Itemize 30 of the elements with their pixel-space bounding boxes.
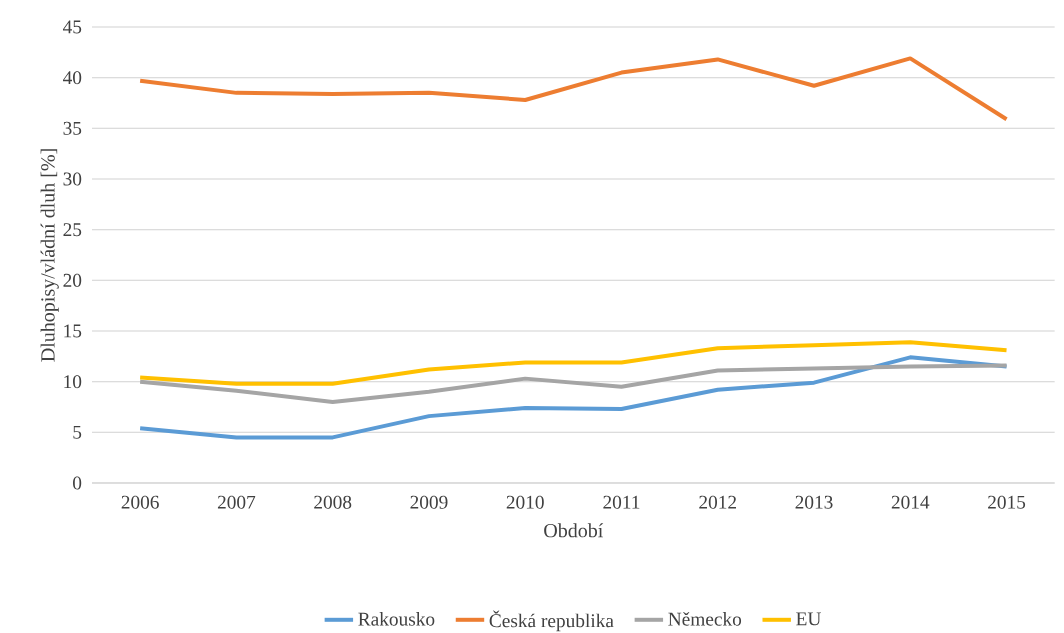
x-tick-label: 2014 <box>891 495 930 509</box>
y-tick-label: 10 <box>64 375 82 389</box>
y-tick-label: 25 <box>63 223 82 237</box>
x-tick-label: 2011 <box>603 495 640 509</box>
line-series <box>138 340 1009 386</box>
x-tick-label: 2007 <box>217 495 256 509</box>
y-tick-label: 30 <box>63 172 82 186</box>
y-tick-label: 5 <box>73 425 82 439</box>
legend-label: Rakousko <box>358 612 435 626</box>
legend-label: Německo <box>668 612 742 626</box>
y-tick-label: 20 <box>63 273 82 287</box>
x-tick-label: 2013 <box>795 495 833 509</box>
y-tick-label: 45 <box>63 20 82 34</box>
y-axis-title: Dluhopisy/vládní dluh [%] <box>40 149 59 362</box>
y-tick-label: 15 <box>64 324 82 338</box>
x-tick-label: 2010 <box>506 495 544 509</box>
x-axis-title: Období <box>544 523 604 538</box>
y-tick-label: 35 <box>63 121 82 135</box>
x-tick-label: 2012 <box>699 495 736 509</box>
legend-label: Česká republika <box>489 610 614 632</box>
legend-label: EU <box>796 612 821 626</box>
x-tick-label: 2006 <box>121 495 159 509</box>
x-tick-label: 2008 <box>314 495 352 509</box>
x-tick-label: 2009 <box>410 495 448 509</box>
line-series <box>138 363 1009 404</box>
line-series <box>138 56 1009 122</box>
y-tick-label: 0 <box>73 476 82 490</box>
y-tick-label: 40 <box>63 71 82 85</box>
x-tick-label: 2015 <box>988 495 1026 509</box>
line-series <box>138 355 1009 440</box>
